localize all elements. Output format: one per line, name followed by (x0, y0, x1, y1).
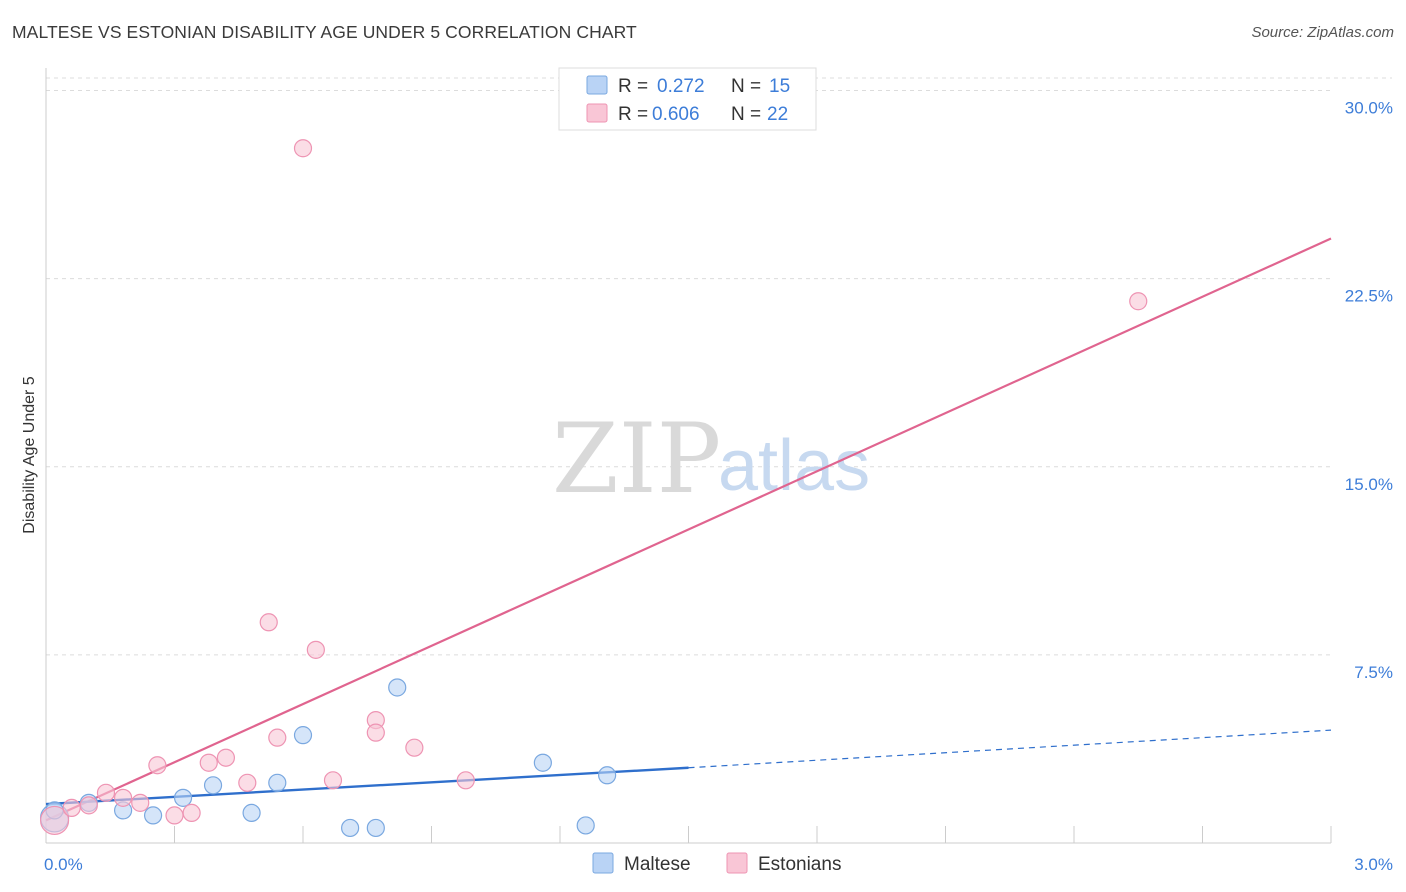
watermark: ZIP atlas (552, 403, 870, 515)
point-estonians-18 (366, 723, 385, 742)
legend-swatch-estonians (586, 103, 608, 123)
point-estonians-3 (96, 783, 116, 802)
y-tick-label-3: 30.0% (1345, 99, 1393, 118)
point-estonians-21 (1129, 292, 1148, 311)
point-maltese-12 (388, 678, 407, 697)
gridlines (46, 77, 1392, 656)
trend-lines (45, 237, 1332, 822)
point-maltese-4 (143, 806, 163, 825)
point-estonians-0 (39, 805, 70, 836)
tick-labels: 7.5% 15.0% 22.5% 30.0% 0.0% 3.0% (44, 99, 1393, 874)
legend-box: R = 0.272 N = 15 R = 0.606 N = 22 (558, 67, 817, 131)
data-points (39, 139, 1148, 838)
bottom-legend-swatch-estonians (726, 852, 748, 874)
point-maltese-15 (576, 816, 595, 835)
legend-swatch-maltese (586, 75, 608, 95)
chart-title: MALTESE VS ESTONIAN DISABILITY AGE UNDER… (12, 22, 637, 42)
point-estonians-6 (148, 756, 167, 775)
point-estonians-15 (306, 640, 325, 659)
bottom-legend-label-estonians: Estonians (758, 854, 841, 875)
legend-r-value-maltese: 0.272 (657, 76, 705, 97)
source-label: Source: ZipAtlas.com (1251, 24, 1394, 41)
point-estonians-10 (216, 748, 235, 767)
point-estonians-16 (323, 771, 343, 790)
point-estonians-5 (131, 793, 150, 812)
point-estonians-14 (293, 139, 313, 158)
point-estonians-19 (405, 738, 424, 757)
point-maltese-10 (341, 818, 360, 838)
point-maltese-11 (366, 818, 385, 838)
trend-line-maltese-extension (688, 729, 1332, 769)
point-maltese-8 (268, 773, 287, 792)
legend-r-label-estonians: R = (618, 104, 648, 125)
legend-n-value-estonians: 22 (767, 104, 788, 125)
legend-n-value-maltese: 15 (769, 76, 790, 97)
point-maltese-6 (203, 776, 223, 795)
point-estonians-20 (456, 771, 475, 790)
y-tick-label-2: 22.5% (1345, 287, 1393, 306)
watermark-atlas: atlas (718, 426, 870, 506)
y-tick-label-1: 15.0% (1345, 475, 1393, 494)
point-estonians-13 (268, 728, 287, 747)
point-estonians-2 (79, 796, 98, 815)
y-axis-label: Disability Age Under 5 (21, 376, 38, 534)
watermark-zip: ZIP (552, 403, 721, 515)
y-tick-label-0: 7.5% (1354, 663, 1393, 682)
point-estonians-4 (113, 788, 133, 807)
trend-line-maltese (45, 766, 689, 806)
point-maltese-9 (293, 726, 313, 745)
legend-r-label-maltese: R = (618, 76, 648, 97)
trend-line-estonians (45, 237, 1332, 822)
point-estonians-8 (182, 803, 201, 823)
point-maltese-14 (598, 766, 617, 785)
point-maltese-5 (173, 788, 193, 807)
bottom-legend-swatch-maltese (592, 852, 614, 874)
x-tick-label-0: 0.0% (44, 855, 83, 874)
legend-n-label-estonians: N = (731, 104, 761, 125)
bottom-legend-label-maltese: Maltese (624, 854, 691, 875)
bottom-legend: Maltese Estonians (592, 852, 841, 875)
legend-n-label-maltese: N = (731, 76, 761, 97)
point-estonians-11 (238, 773, 257, 792)
point-maltese-7 (242, 803, 261, 823)
axes (45, 68, 1332, 844)
point-estonians-12 (259, 613, 278, 632)
point-estonians-1 (62, 798, 81, 817)
x-tick-label-1: 3.0% (1354, 855, 1393, 874)
point-estonians-7 (165, 806, 184, 825)
legend-r-value-estonians: 0.606 (652, 104, 700, 125)
point-maltese-13 (533, 753, 552, 772)
point-estonians-9 (199, 753, 218, 772)
